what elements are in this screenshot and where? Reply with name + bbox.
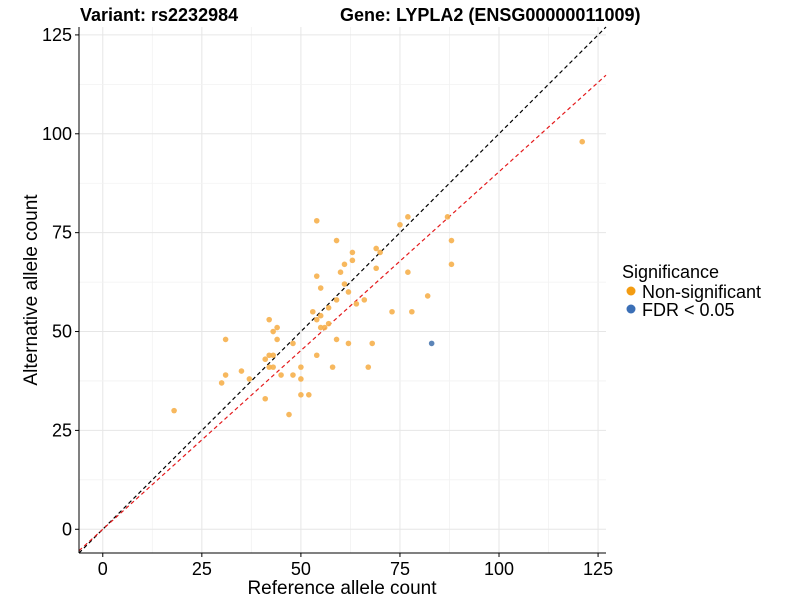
point-non-significant <box>309 308 316 315</box>
point-non-significant <box>313 316 320 323</box>
point-non-significant <box>222 336 229 343</box>
point-non-significant <box>448 261 455 268</box>
point-non-significant <box>266 352 272 359</box>
x-tick-label: 0 <box>98 559 108 579</box>
y-tick-label: 25 <box>52 420 72 440</box>
point-non-significant <box>579 138 586 145</box>
point-non-significant <box>329 364 336 370</box>
chart-title-variant: Variant: rs2232984 <box>80 5 238 25</box>
point-non-significant <box>286 411 292 418</box>
y-ticks: 0 25 50 75 100 125 <box>42 25 79 539</box>
point-non-significant <box>373 265 379 272</box>
legend-label-non-significant: Non-significant <box>642 282 761 302</box>
point-non-significant <box>333 336 340 343</box>
point-non-significant <box>337 269 344 276</box>
point-non-significant <box>424 293 431 299</box>
point-non-significant <box>345 289 352 295</box>
x-tick-label: 75 <box>390 559 410 579</box>
point-non-significant <box>270 352 276 359</box>
point-non-significant <box>389 308 395 315</box>
reference-line-identity <box>78 26 607 554</box>
x-tick-label: 125 <box>583 559 613 579</box>
legend-swatch-non-significant <box>626 286 636 296</box>
point-non-significant <box>262 395 269 402</box>
point-non-significant <box>409 308 415 315</box>
point-non-significant <box>290 372 296 378</box>
y-axis-label: Alternative allele count <box>21 194 42 386</box>
x-tick-label: 50 <box>291 559 311 579</box>
point-non-significant <box>333 297 340 303</box>
point-non-significant <box>397 221 403 228</box>
y-tick-label: 75 <box>52 223 72 243</box>
point-non-significant <box>365 364 372 370</box>
y-tick-label: 125 <box>42 25 72 45</box>
x-tick-label: 100 <box>484 559 514 579</box>
legend-swatch-fdr <box>626 304 636 314</box>
reference-line-expected <box>78 74 607 552</box>
point-non-significant <box>270 364 276 370</box>
x-axis-label: Reference allele count <box>247 578 437 599</box>
legend-title: Significance <box>622 262 719 282</box>
y-tick-label: 50 <box>52 322 72 342</box>
grid-lines <box>79 27 606 553</box>
point-non-significant <box>345 340 352 347</box>
x-ticks: 0 25 50 75 100 125 <box>98 553 613 579</box>
point-non-significant <box>171 407 177 414</box>
point-non-significant <box>317 285 324 291</box>
point-non-significant <box>325 320 332 327</box>
point-non-significant <box>341 261 348 268</box>
y-tick-label: 0 <box>62 519 72 539</box>
point-non-significant <box>262 356 269 363</box>
point-non-significant <box>373 245 379 252</box>
point-non-significant <box>325 304 332 311</box>
x-tick-label: 25 <box>192 559 212 579</box>
point-non-significant <box>306 392 312 398</box>
point-non-significant <box>349 249 356 256</box>
point-non-significant <box>313 273 320 279</box>
point-non-significant <box>246 376 253 382</box>
point-non-significant <box>298 376 304 382</box>
point-non-significant <box>274 324 280 331</box>
point-fdr-0-05 <box>428 340 435 347</box>
point-non-significant <box>377 249 383 256</box>
point-non-significant <box>321 324 328 331</box>
point-non-significant <box>448 237 455 244</box>
point-non-significant <box>266 316 272 323</box>
point-non-significant <box>405 269 411 276</box>
point-non-significant <box>298 364 304 370</box>
point-non-significant <box>353 301 360 307</box>
point-non-significant <box>266 364 272 370</box>
chart-title-gene: Gene: LYPLA2 (ENSG00000011009) <box>340 5 641 25</box>
point-non-significant <box>290 340 296 347</box>
reference-lines <box>78 26 607 554</box>
data-points <box>171 138 586 418</box>
legend: Significance Non-significant FDR < 0.05 <box>622 262 761 320</box>
point-non-significant <box>333 237 340 244</box>
point-non-significant <box>361 297 368 303</box>
point-non-significant <box>405 214 411 220</box>
legend-label-fdr: FDR < 0.05 <box>642 300 735 320</box>
point-non-significant <box>238 368 245 374</box>
point-non-significant <box>444 214 451 220</box>
point-non-significant <box>218 380 225 386</box>
point-non-significant <box>274 336 280 343</box>
point-non-significant <box>317 324 324 331</box>
axes <box>78 27 606 554</box>
point-non-significant <box>341 281 348 287</box>
point-non-significant <box>278 372 284 378</box>
point-non-significant <box>317 312 324 319</box>
point-non-significant <box>270 328 276 335</box>
point-non-significant <box>222 372 229 378</box>
point-non-significant <box>349 257 356 264</box>
point-non-significant <box>369 340 376 347</box>
point-non-significant <box>298 392 304 398</box>
point-non-significant <box>313 217 320 224</box>
y-tick-label: 100 <box>42 124 72 144</box>
point-non-significant <box>313 352 320 359</box>
